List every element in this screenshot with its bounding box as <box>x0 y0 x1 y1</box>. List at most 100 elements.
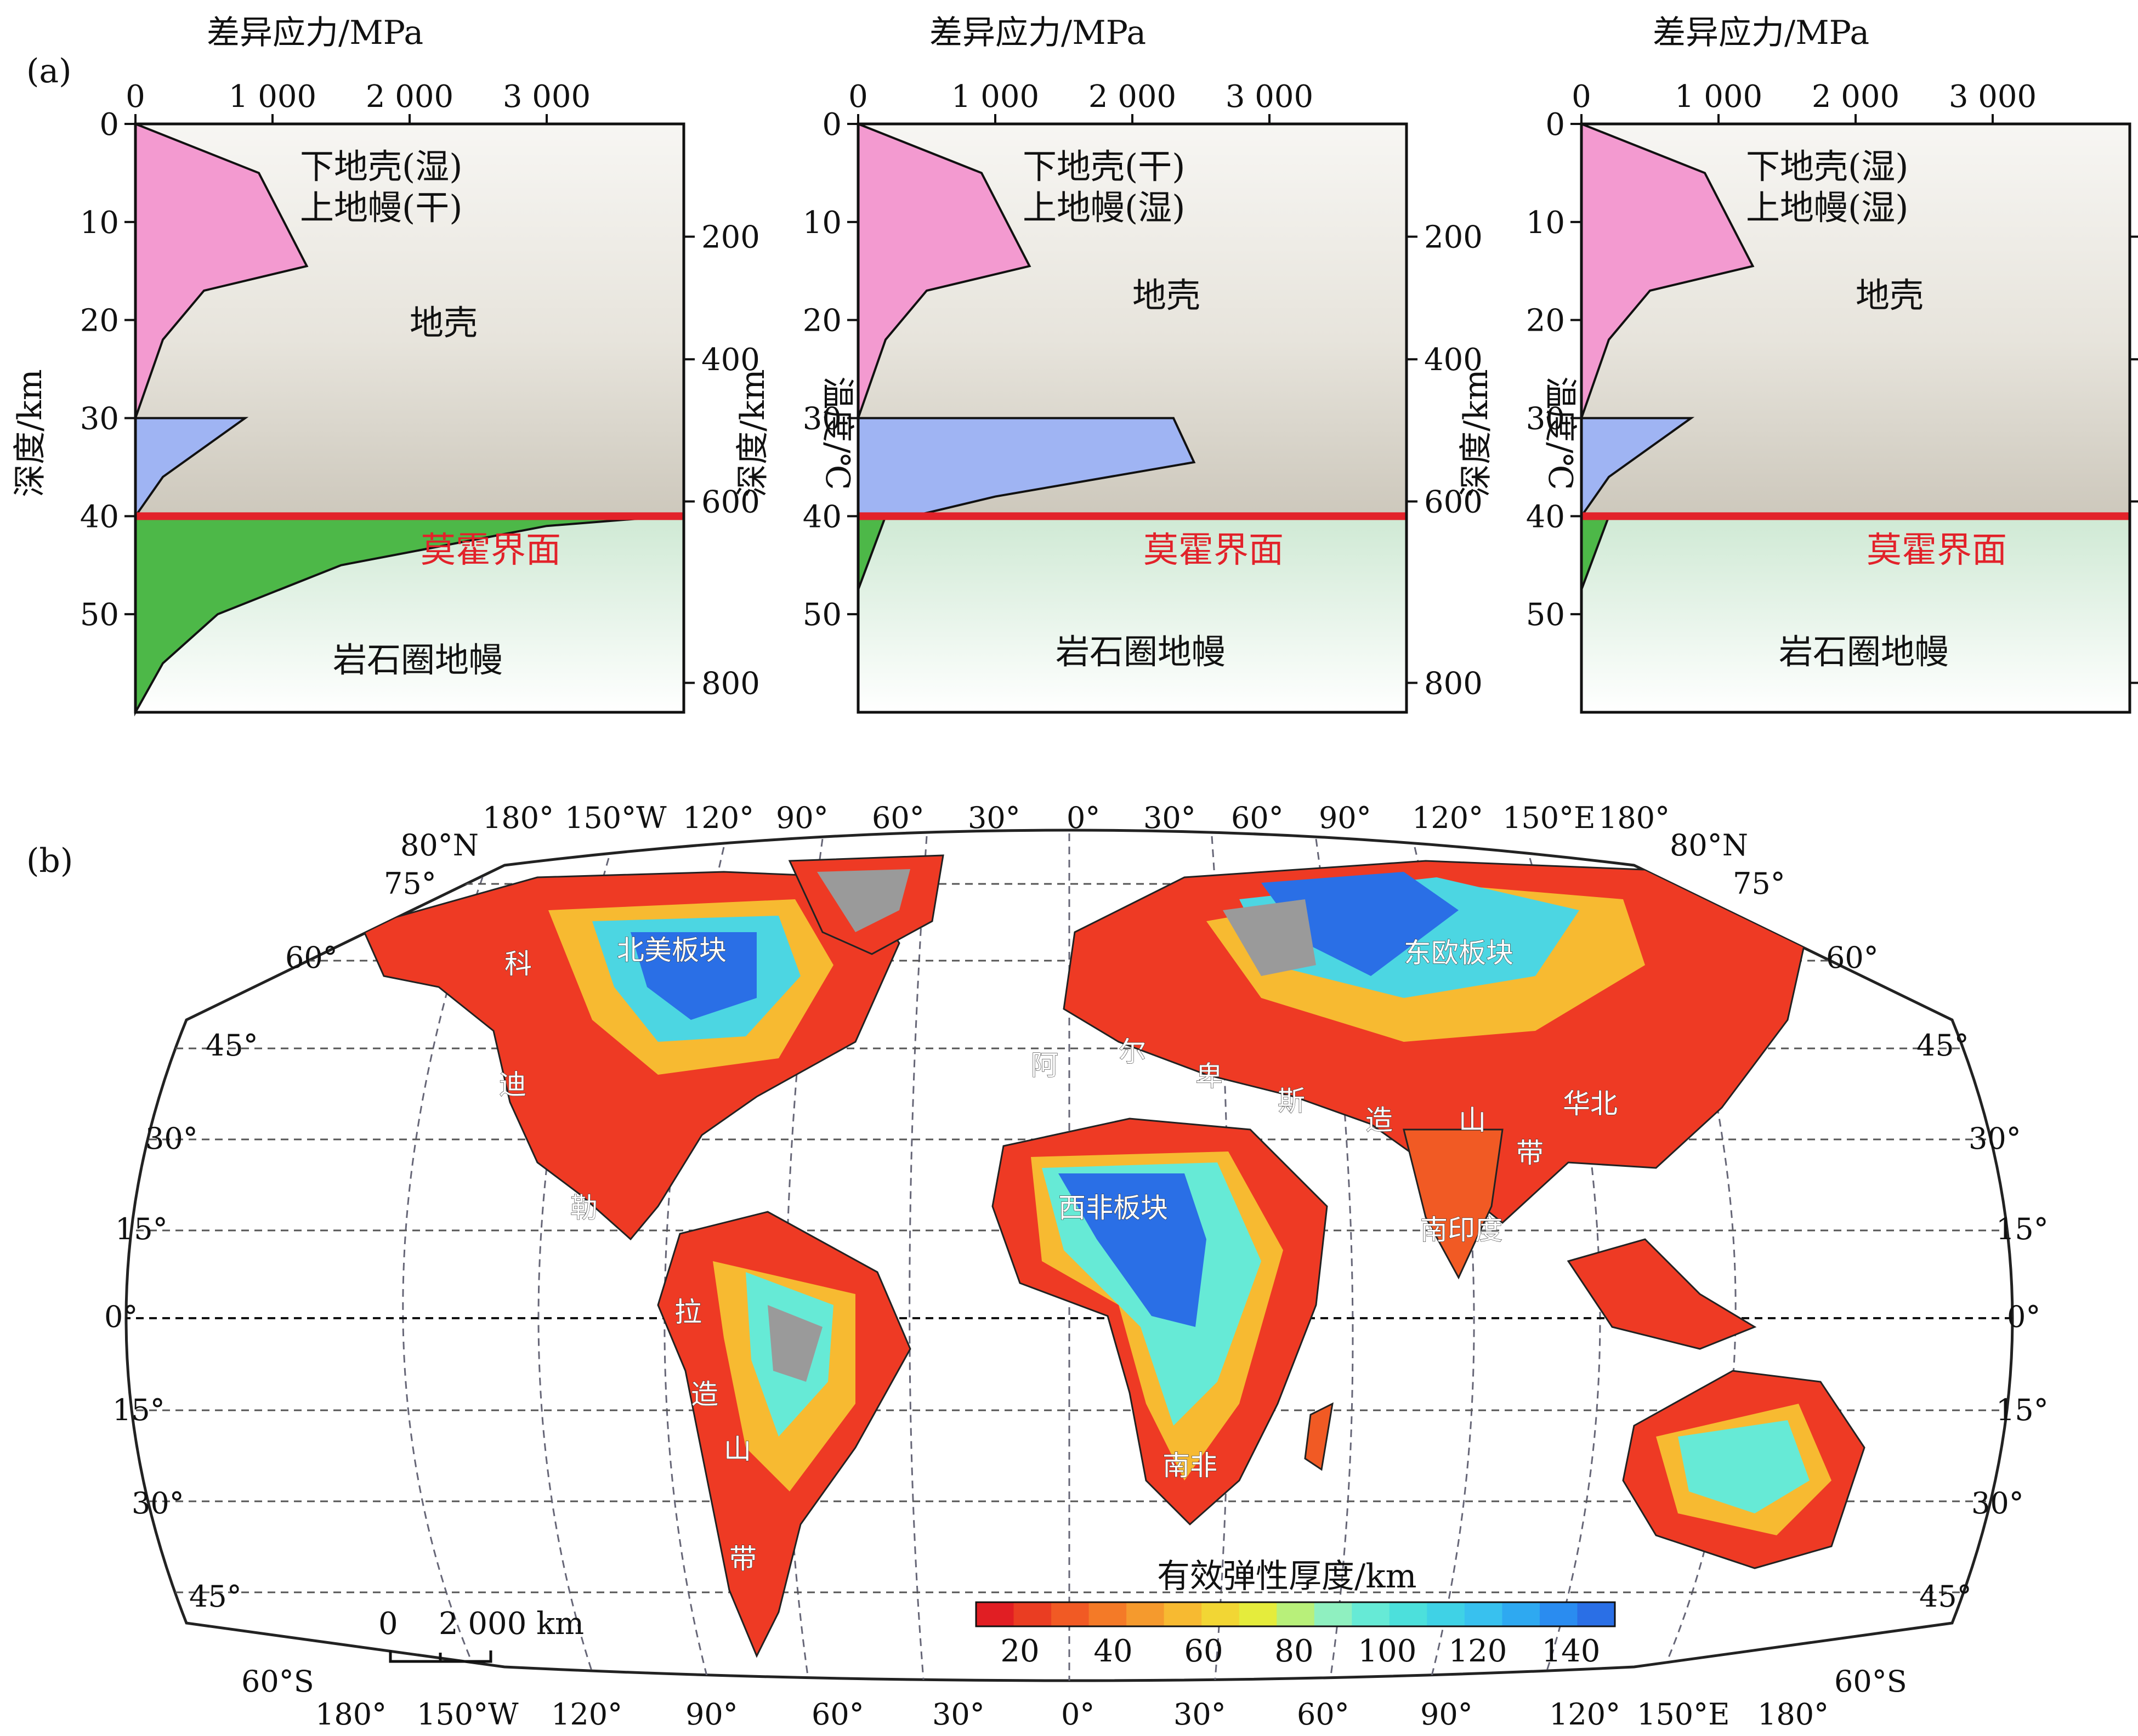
svg-text:45°: 45° <box>206 1028 258 1063</box>
label-alpine-4: 斯 <box>1278 1085 1305 1117</box>
moho-label: 莫霍界面 <box>1867 530 2007 571</box>
svg-text:0°: 0° <box>2007 1300 2040 1334</box>
svg-text:150°W: 150°W <box>565 801 667 835</box>
colorbar-cell <box>1239 1602 1277 1626</box>
stress-profiles: 差异应力/MPa 0 1 000 2 000 3 000 0 10 20 30 40 50 深度/km… <box>11 14 2138 717</box>
stress-tick-label: 1 000 <box>229 79 316 115</box>
svg-text:30°: 30° <box>968 801 1020 835</box>
svg-text:90°: 90° <box>1319 801 1371 835</box>
svg-text:90°: 90° <box>1420 1697 1473 1732</box>
svg-text:75°: 75° <box>384 866 436 901</box>
stress-tick-label: 2 000 <box>1088 79 1176 115</box>
stress-profile-2: 差异应力/MPa 0 1 000 2 000 3 000 0 10 20 30 40 50 深度/km… <box>734 14 1579 714</box>
svg-text:150°E: 150°E <box>1637 1697 1730 1732</box>
panel-b-label: (b) <box>26 842 73 880</box>
upper-crust-stress-envelope <box>134 122 309 419</box>
depth-tick-label: 50 <box>803 597 842 633</box>
stress-tick-label: 1 000 <box>1675 79 1762 115</box>
colorbar-cell <box>1539 1602 1578 1626</box>
india <box>1403 1128 1504 1280</box>
colorbar-tick-label: 80 <box>1274 1633 1313 1669</box>
mantle-label: 岩石圈地幔 <box>1056 632 1226 672</box>
colorbar-tick-label: 60 <box>1184 1633 1223 1669</box>
depth-tick-label: 0 <box>822 107 842 143</box>
colorbar-title: 有效弹性厚度/km <box>1157 1557 1416 1596</box>
svg-text:150°W: 150°W <box>417 1697 519 1732</box>
label-alpine-2: 尔 <box>1119 1036 1146 1068</box>
rheology-label-upper-mantle: 上地幔(湿) <box>1746 188 1908 228</box>
temperature-tick-label: 400 <box>701 342 760 378</box>
label-cordillera-3: 勒 <box>570 1192 598 1224</box>
colorbar-cell <box>976 1602 1014 1626</box>
label-north-china: 华北 <box>1563 1088 1618 1120</box>
depth-tick-label: 20 <box>80 303 119 339</box>
svg-text:90°: 90° <box>685 1697 738 1732</box>
colorbar-cell <box>1314 1602 1352 1626</box>
colorbar-cell <box>1427 1602 1465 1626</box>
region-labels: 北美板块 东欧板块 西非板块 南非 南印度 华北 科 迪 勒 拉 造 山 带 阿… <box>498 934 1618 1575</box>
label-cordillera-4: 拉 <box>674 1296 702 1328</box>
label-cordillera-6: 山 <box>724 1433 751 1465</box>
depth-tick-label: 40 <box>1526 499 1565 535</box>
temperature-tick-label: 200 <box>701 220 760 256</box>
rheology-label-lower-crust: 下地壳(湿) <box>300 146 462 186</box>
temperature-tick-label: 200 <box>1424 220 1483 256</box>
svg-text:150°E: 150°E <box>1502 801 1596 835</box>
svg-text:80°N: 80°N <box>1670 828 1748 863</box>
right-lat-labels: 80°N 75° 60° 45° 30° 15° 0° 15° 30° 45° … <box>1670 828 2049 1699</box>
svg-text:60°: 60° <box>1826 940 1879 975</box>
label-alpine-5: 造 <box>1365 1104 1393 1136</box>
svg-text:0°: 0° <box>104 1300 138 1334</box>
stress-profile-1: 差异应力/MPa 0 1 000 2 000 3 000 0 10 20 30 40 50 深度/km… <box>11 14 857 717</box>
scale-bar: 0 2 000 km <box>378 1606 584 1663</box>
rheology-label-lower-crust: 下地壳(湿) <box>1746 146 1908 186</box>
svg-text:75°: 75° <box>1733 866 1785 901</box>
svg-text:120°: 120° <box>683 801 754 835</box>
label-alpine-6: 山 <box>1459 1104 1486 1136</box>
svg-text:30°: 30° <box>1969 1121 2021 1156</box>
mantle-label: 岩石圈地幔 <box>1779 632 1949 672</box>
svg-text:15°: 15° <box>1996 1393 2049 1427</box>
stress-axis-title: 差异应力/MPa <box>929 14 1146 52</box>
temperature-tick-label: 800 <box>1424 666 1483 701</box>
label-alpine-7: 带 <box>1516 1137 1544 1169</box>
rheology-label-lower-crust: 下地壳(干) <box>1023 146 1185 186</box>
svg-text:60°S: 60°S <box>241 1664 314 1699</box>
svg-text:180°: 180° <box>315 1697 387 1732</box>
stress-axis-title: 差异应力/MPa <box>207 14 423 52</box>
panel-a-label: (a) <box>26 52 72 90</box>
label-west-africa: 西非板块 <box>1058 1192 1168 1224</box>
depth-tick-label: 0 <box>1545 107 1565 143</box>
colorbar-cell <box>1577 1602 1615 1626</box>
mantle-label: 岩石圈地幔 <box>333 640 503 680</box>
svg-text:30°: 30° <box>1971 1486 2024 1521</box>
svg-text:45°: 45° <box>189 1579 242 1614</box>
svg-text:15°: 15° <box>115 1212 168 1246</box>
label-south-africa: 南非 <box>1162 1450 1217 1482</box>
colorbar-cell <box>1088 1602 1127 1626</box>
colorbar: 有效弹性厚度/km 20 40 60 80 100 120 140 <box>975 1557 1616 1669</box>
label-cordillera-5: 造 <box>691 1378 718 1410</box>
depth-tick-label: 0 <box>99 107 119 143</box>
stress-tick-label: 0 <box>848 79 868 115</box>
svg-text:30°: 30° <box>132 1486 184 1521</box>
colorbar-cell <box>1352 1602 1390 1626</box>
svg-text:45°: 45° <box>1916 1028 1969 1063</box>
depth-axis-title: 深度/km <box>734 369 772 497</box>
colorbar-tick-label: 20 <box>1000 1633 1039 1669</box>
depth-tick-label: 40 <box>803 499 842 535</box>
mantle-band <box>1581 516 2130 712</box>
moho-label: 莫霍界面 <box>1143 530 1284 571</box>
svg-text:30°: 30° <box>145 1121 198 1156</box>
svg-text:45°: 45° <box>1919 1579 1972 1614</box>
temperature-tick-label: 400 <box>1424 342 1483 378</box>
depth-tick-label: 50 <box>1526 597 1565 633</box>
depth-tick-label: 20 <box>803 303 842 339</box>
svg-text:60°: 60° <box>812 1697 864 1732</box>
svg-text:30°: 30° <box>932 1697 985 1732</box>
depth-tick-label: 10 <box>1526 205 1565 241</box>
label-cordillera-7: 带 <box>729 1543 757 1575</box>
colorbar-frame <box>975 1601 1616 1627</box>
stress-tick-label: 3 000 <box>1226 79 1313 115</box>
svg-text:120°: 120° <box>1412 801 1483 835</box>
